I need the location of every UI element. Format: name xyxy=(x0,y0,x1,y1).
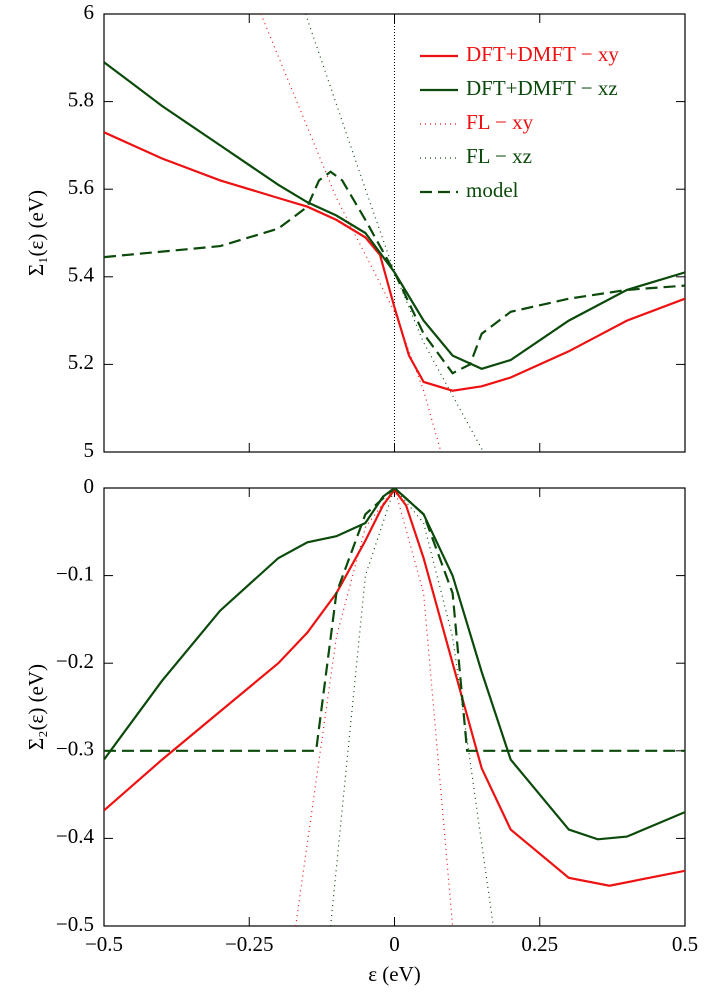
x-tick-label: −0.25 xyxy=(225,932,274,956)
legend-label: model xyxy=(466,178,519,202)
y-axis-label: Σ₂(ε) (eV) xyxy=(24,664,48,750)
series-line xyxy=(104,488,685,752)
series-line xyxy=(104,488,685,841)
y-tick-label: −0.3 xyxy=(56,737,94,761)
x-tick-label: 0.25 xyxy=(521,932,558,956)
x-tick-label: 0.5 xyxy=(672,932,698,956)
series-line xyxy=(104,170,685,375)
y-tick-label: 5.6 xyxy=(68,175,94,199)
x-axis-label: ε (eV) xyxy=(368,962,421,986)
series-line xyxy=(104,131,685,392)
series-line xyxy=(305,14,484,452)
legend-label: DFT+DMFT − xz xyxy=(466,76,618,100)
y-axis-label: Σ₁(ε) (eV) xyxy=(24,190,48,276)
series-line xyxy=(330,488,494,926)
y-tick-label: −0.5 xyxy=(56,912,94,936)
y-tick-label: 5.8 xyxy=(68,87,94,111)
series-line xyxy=(295,488,454,926)
series-line xyxy=(260,14,442,452)
y-tick-label: 0 xyxy=(84,474,95,498)
y-tick-label: −0.4 xyxy=(56,824,95,848)
legend-label: FL − xy xyxy=(466,110,534,134)
plot-frame xyxy=(103,487,686,927)
y-tick-label: 5 xyxy=(84,438,95,462)
y-tick-label: 5.2 xyxy=(68,350,94,374)
y-tick-label: −0.2 xyxy=(56,649,94,673)
x-tick-label: 0 xyxy=(389,932,400,956)
x-tick-label: −0.5 xyxy=(85,932,123,956)
series-line xyxy=(104,488,685,887)
legend-label: FL − xz xyxy=(466,144,532,168)
series-line xyxy=(104,61,685,370)
y-tick-label: −0.1 xyxy=(56,561,94,585)
legend-label: DFT+DMFT − xy xyxy=(466,42,619,66)
y-tick-label: 5.4 xyxy=(68,263,95,287)
y-tick-label: 6 xyxy=(84,0,95,24)
